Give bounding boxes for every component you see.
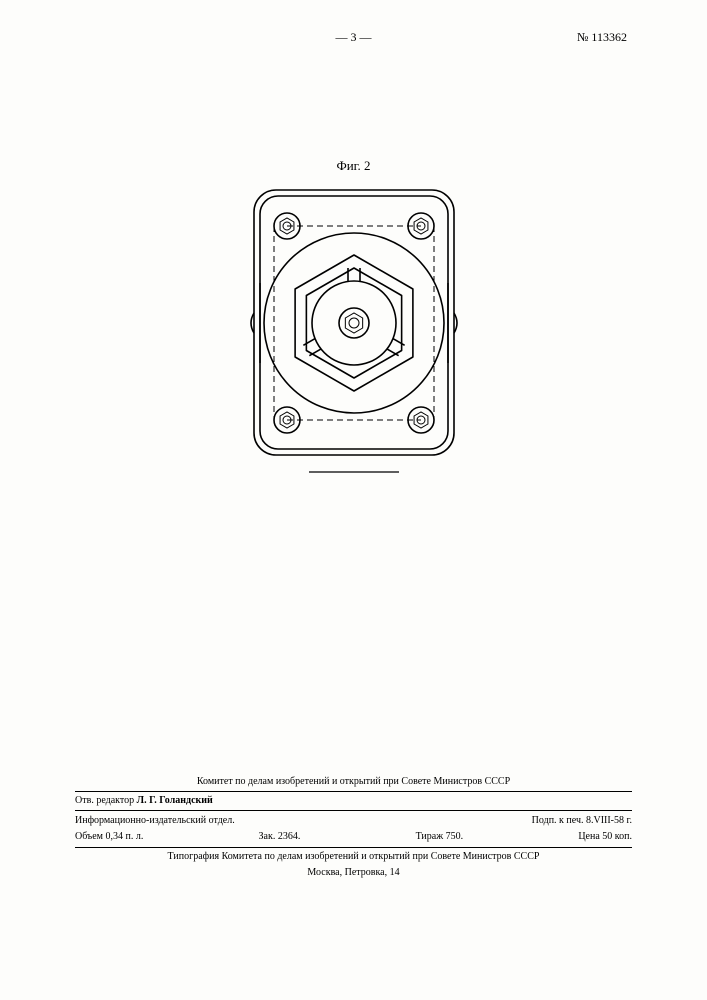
imprint-block: Комитет по делам изобретений и открытий …	[75, 775, 632, 880]
rule-2	[75, 810, 632, 811]
editor-label: Отв. редактор	[75, 795, 134, 806]
imprint-row-1: Информационно-издательский отдел. Подп. …	[75, 813, 632, 829]
editor-line: Отв. редактор Л. Г. Голандский	[75, 794, 632, 808]
price: Цена 50 коп.	[578, 830, 632, 844]
figure-svg	[239, 180, 469, 480]
committee-line: Комитет по делам изобретений и открытий …	[75, 775, 632, 789]
dept: Информационно-издательский отдел.	[75, 814, 235, 828]
typography-line-2: Москва, Петровка, 14	[75, 866, 632, 880]
rule-3	[75, 847, 632, 848]
podp: Подп. к печ. 8.VIII-58 г.	[532, 814, 632, 828]
order: Зак. 2364.	[259, 830, 301, 844]
volume: Объем 0,34 п. л.	[75, 830, 143, 844]
editor-name: Л. Г. Голандский	[137, 795, 213, 806]
rule-1	[75, 791, 632, 792]
typography-line-1: Типография Комитета по делам изобретений…	[75, 850, 632, 864]
document-number: № 113362	[577, 30, 627, 45]
technical-figure	[239, 180, 469, 485]
figure-label: Фиг. 2	[336, 158, 370, 174]
page-number: — 3 —	[336, 30, 372, 45]
imprint-row-2: Объем 0,34 п. л. Зак. 2364. Тираж 750. Ц…	[75, 829, 632, 845]
tirazh: Тираж 750.	[416, 830, 464, 844]
